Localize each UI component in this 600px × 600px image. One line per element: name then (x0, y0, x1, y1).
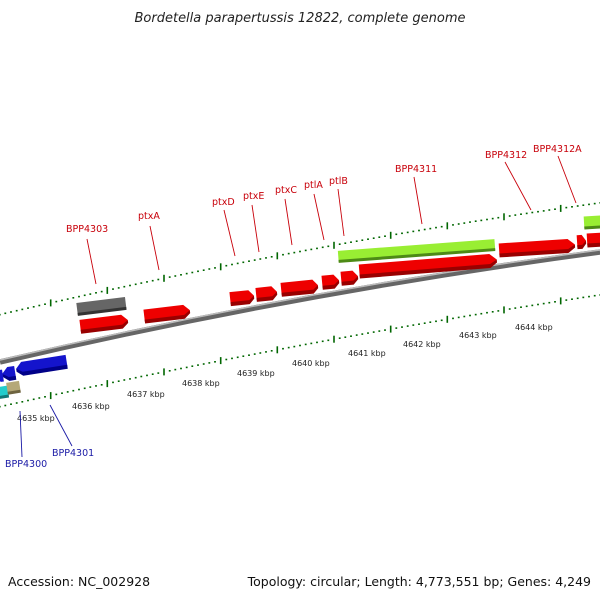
leader-BPP4312A (557, 155, 577, 204)
feature-tan (6, 380, 21, 395)
gene-label-BPP4303: BPP4303 (66, 224, 108, 235)
cds-ptxA (143, 304, 191, 324)
leader-BPP4311 (413, 176, 423, 225)
gene-label-BPP4300: BPP4300 (5, 459, 47, 470)
feature-BPP4312A-upper (583, 215, 600, 230)
cds-BPP4299 (0, 369, 4, 382)
cds-BPP4301 (16, 354, 68, 376)
leader-ptxA (149, 225, 160, 271)
scale-label-4639: 4639 kbp (237, 369, 275, 378)
gene-label-ptxC: ptxC (275, 185, 297, 196)
gene-label-ptlA: ptlA (304, 180, 323, 191)
cds-ptlA (321, 274, 340, 290)
scale-label-4643: 4643 kbp (459, 331, 497, 340)
map-title: Bordetella parapertussis 12822, complete… (135, 11, 466, 26)
gene-label-BPP4301: BPP4301 (52, 448, 94, 459)
gene-label-BPP4311: BPP4311 (395, 164, 437, 175)
scale-tick-row (0, 294, 600, 408)
cds-ptxC (280, 279, 319, 297)
leader-BPP4303 (86, 238, 97, 285)
scale-label-4644: 4644 kbp (515, 323, 553, 332)
gene-labels: BPP4303 ptxA ptxD ptxE ptxC ptlA ptlB BP… (5, 144, 582, 470)
genome-stats-text: Topology: circular; Length: 4,773,551 bp… (247, 574, 591, 589)
scale-label-4641: 4641 kbp (348, 349, 386, 358)
leader-ptlA (313, 193, 325, 241)
scale-label-4640: 4640 kbp (292, 359, 330, 368)
cds-BPP4300 (2, 365, 17, 381)
gene-label-ptxD: ptxD (212, 197, 235, 208)
reverse-arrows (0, 354, 68, 382)
gene-label-BPP4312A: BPP4312A (533, 144, 582, 155)
genome-backbone (0, 249, 600, 365)
leader-ptxD (223, 209, 236, 257)
cds-BPP4312 (498, 239, 576, 258)
genome-backbone-highlight (0, 249, 600, 361)
leader-ptlB (337, 188, 345, 237)
scale-label-4635: 4635 kbp (17, 414, 55, 423)
leader-ptxE (251, 204, 260, 253)
feature-cyan (0, 385, 10, 400)
gene-label-ptxA: ptxA (138, 211, 160, 222)
cds-BPP4311 (358, 254, 498, 279)
accession-text: Accession: NC_002928 (8, 574, 150, 589)
cds-arrows (79, 232, 600, 334)
outer-tick-row (0, 202, 600, 316)
feature-BPP4303-grey (76, 297, 127, 316)
scale-labels: 4635 kbp 4636 kbp 4637 kbp 4638 kbp 4639… (17, 323, 553, 423)
leader-BPP4312 (504, 161, 532, 211)
gene-label-ptxE: ptxE (243, 191, 264, 202)
cds-ptxD (229, 290, 255, 307)
scale-label-4636: 4636 kbp (72, 402, 110, 411)
cds-ptlB (340, 270, 359, 286)
leader-lines (19, 155, 577, 458)
cds-BPP4313 (586, 232, 600, 248)
leader-ptxC (284, 198, 293, 246)
leader-BPP4301 (49, 404, 73, 447)
gene-label-BPP4312: BPP4312 (485, 150, 527, 161)
cds-ptxE (255, 286, 278, 302)
gene-label-ptlB: ptlB (329, 176, 348, 187)
cds-BPP4312A (576, 234, 587, 250)
scale-label-4637: 4637 kbp (127, 390, 165, 399)
feature-BPP4311-upper (337, 239, 496, 263)
leader-BPP4300 (19, 410, 23, 458)
scale-label-4638: 4638 kbp (182, 379, 220, 388)
scale-label-4642: 4642 kbp (403, 340, 441, 349)
cds-BPP4303 (79, 314, 129, 334)
